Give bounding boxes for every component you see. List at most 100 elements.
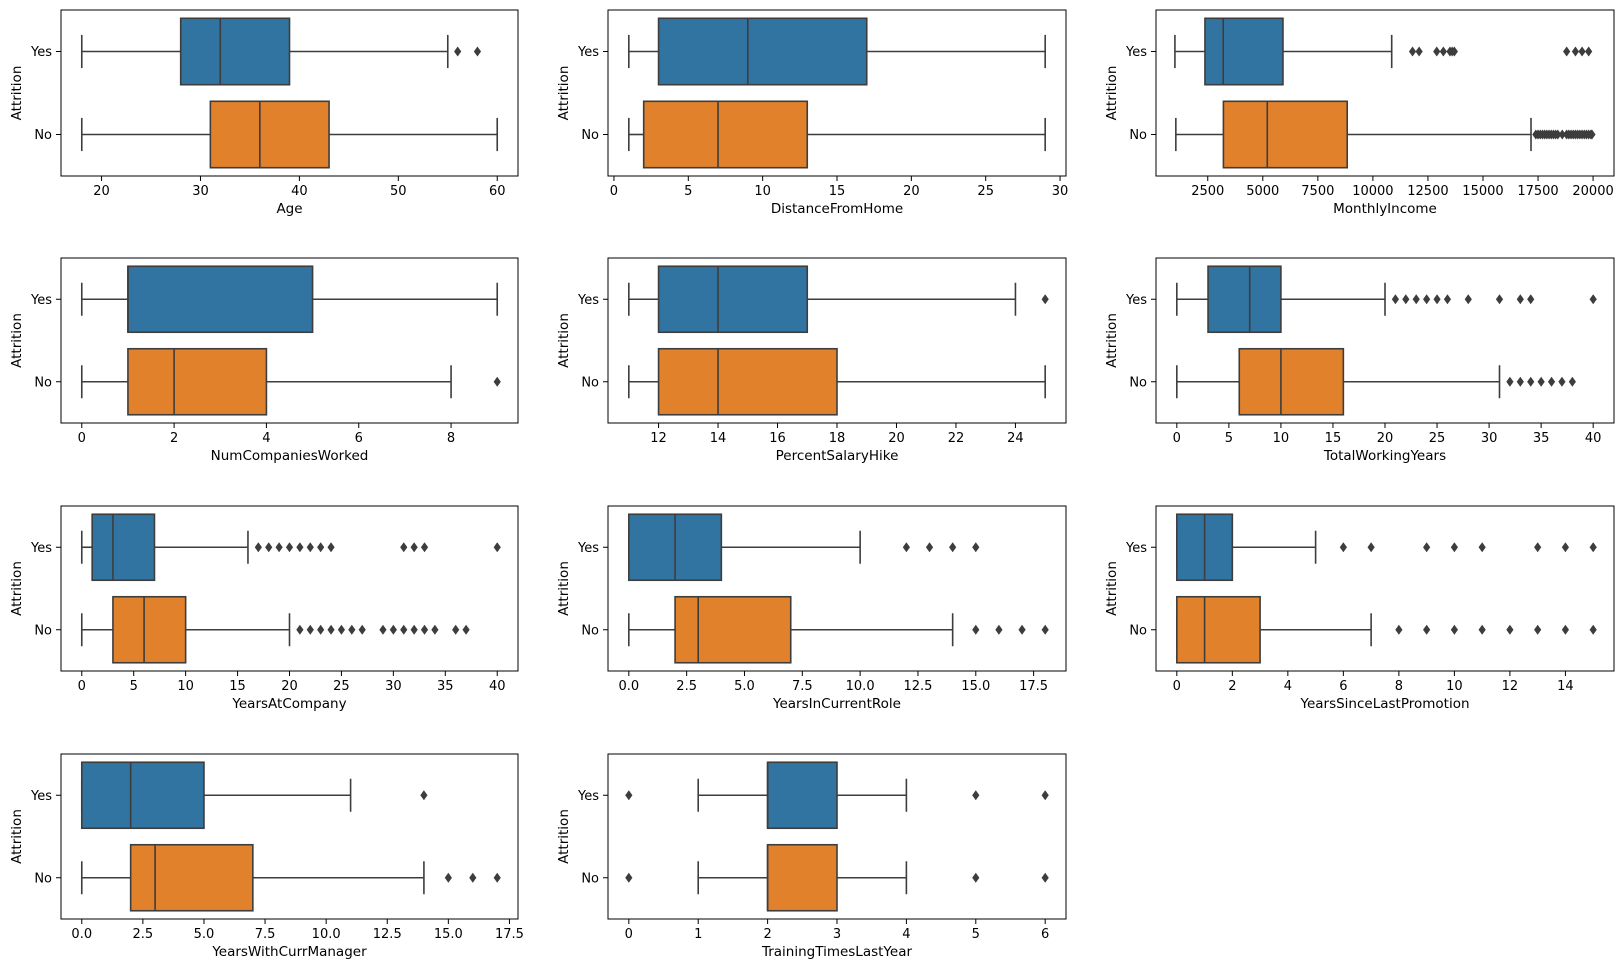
x-tick-label: 20 (1377, 431, 1394, 446)
x-tick-label: 6 (355, 431, 363, 446)
x-tick-label: 20 (93, 184, 110, 199)
x-axis-label: YearsInCurrentRole (772, 696, 901, 712)
x-tick-label: 15000 (1462, 184, 1503, 199)
y-axis-label: Attrition (9, 561, 25, 616)
outlier-point-yes (296, 542, 304, 553)
x-tick-label: 4 (902, 927, 910, 942)
y-axis-label: Attrition (1104, 313, 1120, 368)
outlier-point-no (337, 624, 346, 635)
y-tick-label: Yes (1125, 541, 1147, 556)
x-tick-label: 25 (333, 679, 350, 694)
boxplot-panel-7: Yes No 0 5 10 15 20 25 30 35 40 YearsAtCompany Attri… (9, 505, 519, 712)
outlier-point-yes (1571, 46, 1580, 57)
outlier-point-no (1537, 376, 1545, 387)
outlier-point-no (1395, 624, 1403, 635)
x-tick-label: 0.0 (71, 927, 92, 942)
outlier-point-no (1041, 872, 1049, 883)
box-no (674, 595, 792, 664)
x-tick-label: 12 (1502, 679, 1519, 694)
boxplot-panel-2: Yes No 0 5 10 15 20 25 30 DistanceFromHome Attriti… (556, 9, 1068, 217)
x-tick-label: 40 (489, 679, 506, 694)
outlier-point-no (1554, 129, 1562, 140)
outlier-point-no (444, 872, 452, 883)
y-tick-label: No (34, 871, 52, 886)
box-no (642, 100, 809, 169)
x-tick-label: 2.5 (676, 679, 697, 694)
outlier-point-no (452, 624, 460, 635)
boxplot-panel-1: Yes No 20 30 40 50 60 Age Attrition (9, 9, 519, 217)
axes-frame (60, 9, 519, 177)
outlier-point-no (327, 624, 335, 635)
x-tick-label: 10000 (1352, 184, 1393, 199)
outlier-point-yes (285, 542, 294, 553)
box-no (1238, 347, 1345, 416)
x-tick-label: 17.5 (495, 927, 524, 942)
outlier-point-yes (1402, 294, 1410, 305)
x-tick-label: 10 (754, 184, 771, 199)
y-axis-label: Attrition (1104, 66, 1120, 121)
outlier-point-yes (1495, 294, 1504, 305)
box-yes (91, 513, 156, 582)
outlier-point-yes (972, 790, 980, 801)
x-tick-label: 6 (1339, 679, 1347, 694)
x-tick-label: 14 (710, 431, 727, 446)
x-tick-label: 7500 (1301, 184, 1334, 199)
x-tick-label: 10 (1446, 679, 1463, 694)
outlier-point-no (1558, 129, 1566, 140)
outlier-point-yes (1527, 294, 1535, 305)
y-tick-label: Yes (30, 293, 52, 308)
y-axis-label: Attrition (9, 313, 25, 368)
x-tick-label: 15 (829, 184, 846, 199)
boxplot-panel-4: Yes No 0 2 4 6 8 NumCompaniesWorked Attrition (9, 257, 519, 464)
box-yes (657, 265, 809, 334)
x-tick-label: 25 (977, 184, 994, 199)
outlier-point-no (400, 624, 408, 635)
outlier-point-yes (1561, 542, 1570, 553)
x-tick-label: 6 (1041, 927, 1049, 942)
x-tick-label: 24 (1007, 431, 1024, 446)
x-tick-label: 5 (684, 184, 692, 199)
outlier-point-yes (420, 542, 429, 553)
boxplot-panel-6: Yes No 0 5 10 15 20 25 30 35 40 TotalWorkingYears At… (1104, 257, 1615, 464)
x-axis-label: YearsSinceLastPromotion (1299, 696, 1469, 712)
x-tick-label: 0.0 (618, 679, 639, 694)
outlier-point-no (1561, 624, 1570, 635)
x-tick-label: 7.5 (255, 927, 276, 942)
x-tick-label: 0 (610, 184, 618, 199)
x-tick-label: 5.0 (734, 679, 755, 694)
x-axis-label: NumCompaniesWorked (211, 448, 369, 464)
x-tick-label: 18 (829, 431, 846, 446)
outlier-point-yes (1589, 542, 1597, 553)
y-axis-label: Attrition (556, 313, 572, 368)
outlier-point-no (296, 624, 304, 635)
outlier-point-yes (1391, 294, 1400, 305)
boxplot-panel-10: Yes No 0.0 2.5 5.0 7.5 10.0 12.5 15.0 17.5 YearsWi… (9, 753, 524, 960)
outlier-point-yes (949, 542, 957, 553)
x-axis-label: DistanceFromHome (771, 201, 903, 217)
x-tick-label: 12500 (1407, 184, 1448, 199)
y-tick-label: No (1129, 128, 1147, 143)
outlier-point-yes (1041, 790, 1049, 801)
x-tick-label: 30 (385, 679, 402, 694)
box-yes (766, 761, 838, 830)
x-tick-label: 5 (1225, 431, 1233, 446)
outlier-point-no (972, 624, 980, 635)
x-tick-label: 40 (291, 184, 308, 199)
box-no (209, 100, 330, 169)
x-tick-label: 2.5 (133, 927, 154, 942)
outlier-point-yes (1439, 46, 1447, 57)
box-no (1176, 595, 1261, 664)
y-tick-label: Yes (1125, 293, 1147, 308)
box-yes (127, 265, 314, 334)
box-no (127, 347, 268, 416)
y-axis-label: Attrition (1104, 561, 1120, 616)
axes-frame (607, 505, 1067, 672)
box-no (129, 843, 254, 912)
outlier-point-no (317, 624, 325, 635)
x-tick-label: 40 (1585, 431, 1602, 446)
x-tick-label: 15 (1325, 431, 1342, 446)
x-axis-label: YearsAtCompany (231, 696, 346, 712)
outlier-point-no (420, 624, 429, 635)
box-yes (1204, 17, 1284, 86)
